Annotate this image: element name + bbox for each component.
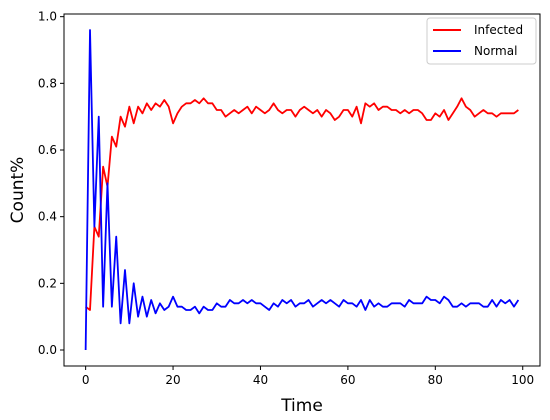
y-tick-label: 0.6 [38,143,57,157]
y-axis: 0.0 0.2 0.4 0.6 0.8 1.0 [38,10,64,357]
y-axis-label: Count% [8,157,28,224]
x-tick-label: 100 [511,373,534,387]
y-tick-label: 0.8 [38,76,57,90]
x-tick-label: 40 [253,373,268,387]
x-axis: 0 20 40 60 80 100 [82,366,534,387]
y-tick-label: 0.4 [38,210,57,224]
y-tick-label: 1.0 [38,10,57,24]
x-tick-label: 20 [165,373,180,387]
x-tick-label: 80 [428,373,443,387]
series-line-normal [84,29,520,351]
y-tick-label: 0.2 [38,276,57,290]
series-line-infected [85,97,519,311]
legend-label-infected: Infected [474,23,523,37]
series-lines [84,29,520,351]
x-axis-label: Time [280,396,323,416]
plot-frame [63,13,541,367]
x-tick-label: 60 [340,373,355,387]
x-tick-label: 0 [82,373,90,387]
y-tick-label: 0.0 [38,343,57,357]
legend-label-normal: Normal [474,44,517,58]
legend: Infected Normal [426,17,537,65]
